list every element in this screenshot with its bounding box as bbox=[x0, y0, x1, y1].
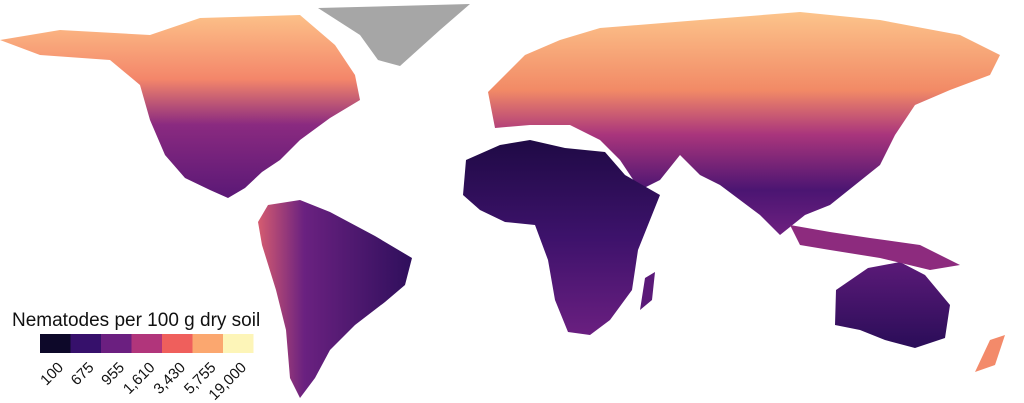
new-zealand bbox=[975, 335, 1005, 372]
legend-tick-label: 3,430 bbox=[150, 359, 189, 398]
legend-swatch bbox=[162, 334, 193, 353]
legend-tick-label: 1,610 bbox=[120, 359, 159, 398]
north-america bbox=[0, 15, 360, 198]
eurasia bbox=[488, 12, 1000, 235]
legend-tick-label: 100 bbox=[37, 359, 67, 389]
legend: Nematodes per 100 g dry soil 100 675 9551,… bbox=[12, 310, 260, 403]
madagascar bbox=[640, 272, 655, 310]
legend-swatch bbox=[131, 334, 162, 353]
africa bbox=[463, 140, 660, 335]
legend-title: Nematodes per 100 g dry soil bbox=[12, 310, 260, 331]
legend-swatch bbox=[192, 334, 223, 353]
landmasses bbox=[0, 4, 1005, 398]
legend-swatch bbox=[101, 334, 132, 353]
indonesia bbox=[790, 225, 960, 270]
legend-swatch bbox=[70, 334, 101, 353]
legend-swatch bbox=[40, 334, 71, 353]
legend-swatch bbox=[223, 334, 254, 353]
australia bbox=[835, 262, 950, 348]
south-america bbox=[258, 200, 412, 398]
legend-tick-label: 675 bbox=[68, 359, 98, 389]
greenland bbox=[318, 4, 470, 66]
